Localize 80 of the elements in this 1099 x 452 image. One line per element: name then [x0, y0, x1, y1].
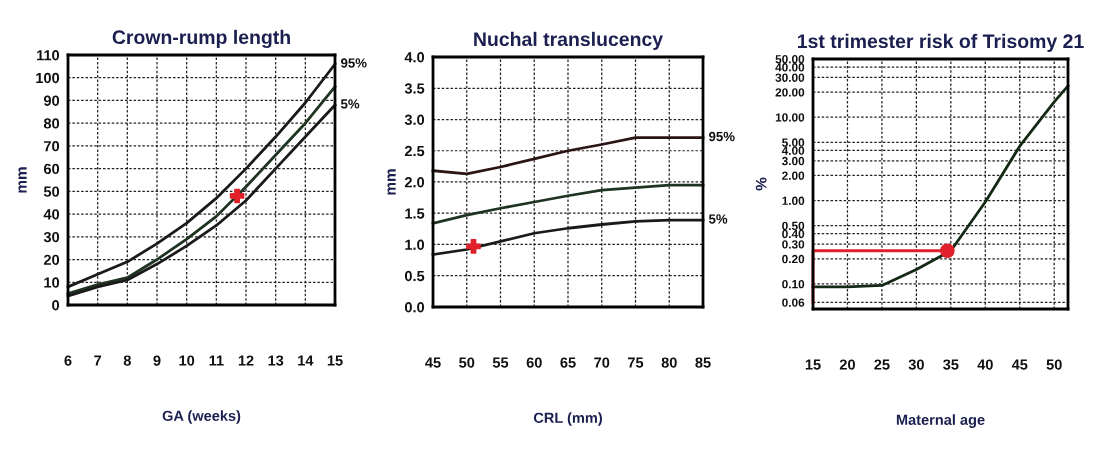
x-tick-label: 45 [1011, 359, 1028, 370]
x-axis-title: CRL (mm) [533, 412, 602, 426]
y-tick-label: 20.00 [775, 88, 805, 97]
y-tick-label: 10 [44, 277, 60, 288]
x-tick-label: 20 [839, 359, 855, 370]
x-tick-label: 40 [977, 359, 993, 370]
x-tick-label: 35 [943, 359, 959, 370]
y-tick-label: 3.00 [781, 156, 805, 166]
y-tick-label: 0.5 [404, 270, 425, 282]
series-label: 95% [709, 131, 735, 142]
y-tick-label: 1.0 [405, 239, 425, 250]
x-tick-label: 14 [298, 355, 314, 366]
y-tick-label: 2.5 [404, 145, 425, 157]
x-tick-label: 9 [153, 355, 161, 366]
chart-title: Crown-rump length [112, 29, 290, 49]
x-tick-label: 13 [268, 355, 284, 366]
x-axis-title: GA (weeks) [162, 410, 241, 424]
series-label: 5% [708, 214, 728, 224]
x-tick-label: 65 [560, 357, 576, 368]
y-tick-label: 0.0 [404, 302, 425, 313]
x-tick-label: 45 [425, 357, 441, 368]
y-tick-label: 5.00 [782, 138, 805, 147]
x-tick-label: 50 [459, 357, 475, 368]
x-tick-label: 85 [695, 357, 711, 368]
y-tick-label: 3.0 [404, 114, 425, 125]
y-tick-label: 4.00 [781, 146, 805, 155]
y-tick-label: 110 [37, 50, 60, 61]
x-tick-label: 7 [94, 355, 102, 366]
x-tick-label: 50 [1046, 359, 1062, 370]
x-tick-label: 30 [908, 359, 924, 370]
x-tick-label: 75 [628, 357, 644, 368]
y-tick-label: 0.06 [782, 298, 805, 307]
x-tick-label: 60 [526, 357, 542, 368]
y-tick-label: 20 [43, 254, 60, 265]
x-tick-label: 11 [209, 355, 224, 366]
y-tick-label: 0.40 [782, 229, 805, 239]
y-tick-label: 100 [36, 72, 60, 84]
y-tick-label: 60 [43, 163, 60, 175]
line-series [811, 84, 1070, 289]
y-tick-label: 0.10 [782, 279, 805, 289]
series-label: 95% [341, 58, 367, 68]
chart-title: 1st trimester risk of Trisomy 21 [797, 33, 1084, 52]
y-axis-title: % [755, 177, 767, 191]
chart-title: Nuchal translucency [474, 31, 663, 50]
y-tick-label: 90 [43, 95, 60, 106]
x-tick-label: 12 [238, 355, 254, 366]
x-tick-label: 55 [492, 357, 509, 368]
x-tick-label: 70 [594, 357, 610, 368]
y-tick-label: 0 [52, 300, 60, 311]
y-tick-label: 0.30 [782, 240, 805, 249]
y-tick-label: 30.00 [775, 73, 805, 82]
y-tick-label: 1.00 [782, 196, 805, 205]
y-tick-label: 50.00 [775, 55, 805, 64]
y-axis-title: mm [18, 167, 27, 193]
y-tick-label: 0.50 [782, 221, 805, 231]
y-tick-label: 2.00 [782, 171, 805, 180]
x-tick-label: 15 [327, 355, 343, 366]
x-axis-title: Maternal age [896, 414, 985, 428]
y-tick-label: 40 [43, 209, 60, 220]
y-tick-label: 2.0 [404, 177, 425, 188]
x-tick-label: 15 [805, 359, 821, 370]
y-tick-label: 30 [43, 231, 60, 243]
x-tick-label: 6 [64, 355, 72, 366]
y-tick-label: 4.0 [404, 52, 425, 63]
x-tick-label: 25 [874, 359, 890, 370]
y-tick-label: 1.5 [405, 208, 425, 219]
y-tick-label: 10.00 [775, 113, 805, 122]
y-tick-label: 50 [43, 186, 60, 197]
y-tick-label: 3.5 [404, 83, 425, 94]
line-series [431, 183, 705, 225]
line-series [431, 136, 705, 176]
y-tick-label: 80 [43, 118, 60, 129]
y-tick-label: 0.20 [782, 254, 805, 264]
y-axis-title: mm [387, 169, 396, 195]
y-tick-label: 40.00 [775, 63, 805, 72]
y-tick-label: 70 [44, 141, 60, 152]
x-tick-label: 10 [179, 355, 195, 366]
x-tick-label: 8 [123, 355, 131, 366]
x-tick-label: 80 [661, 357, 677, 368]
series-label: 5% [340, 99, 360, 109]
